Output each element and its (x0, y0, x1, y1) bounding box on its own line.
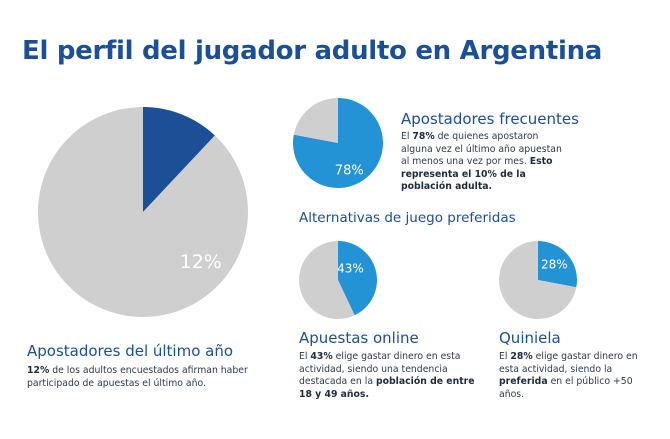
frequent-heading: Apostadores frecuentes (401, 110, 579, 128)
pie-chart-online: 43% (299, 241, 377, 319)
last-year-description: 12% de los adultos encuestados afirman h… (27, 365, 248, 389)
pie-slice-rest (499, 241, 577, 319)
frequent-description: El 78% de quienes apostaron alguna vez e… (401, 131, 562, 193)
pie-slice-highlight (538, 241, 577, 288)
pie-slice-highlight (143, 107, 215, 212)
pie-value-label: 78% (335, 163, 364, 178)
online-description: El 43% elige gastar dinero en esta activ… (299, 351, 475, 400)
pie-chart-frequent: 78% (293, 98, 383, 188)
quiniela-description: El 28% elige gastar dinero en esta activ… (499, 351, 638, 400)
last-year-heading: Apostadores del último año (27, 342, 234, 360)
pie-slice-highlight (338, 241, 377, 316)
pie-value-label: 43% (337, 262, 364, 276)
pie-slice-rest (293, 98, 338, 143)
pie-slice-rest (299, 241, 355, 319)
pie-chart-quiniela: 28% (499, 241, 577, 319)
pie-value-label: 28% (541, 258, 568, 272)
quiniela-heading: Quiniela (499, 329, 561, 347)
page-title: El perfil del jugador adulto en Argentin… (22, 36, 603, 66)
online-heading: Apuestas online (299, 329, 419, 347)
pie-chart-last-year: 12% (37, 107, 248, 317)
pie-value-label: 12% (180, 251, 222, 273)
alternatives-heading: Alternativas de juego preferidas (299, 210, 516, 226)
pie-slice-rest (37, 107, 248, 317)
